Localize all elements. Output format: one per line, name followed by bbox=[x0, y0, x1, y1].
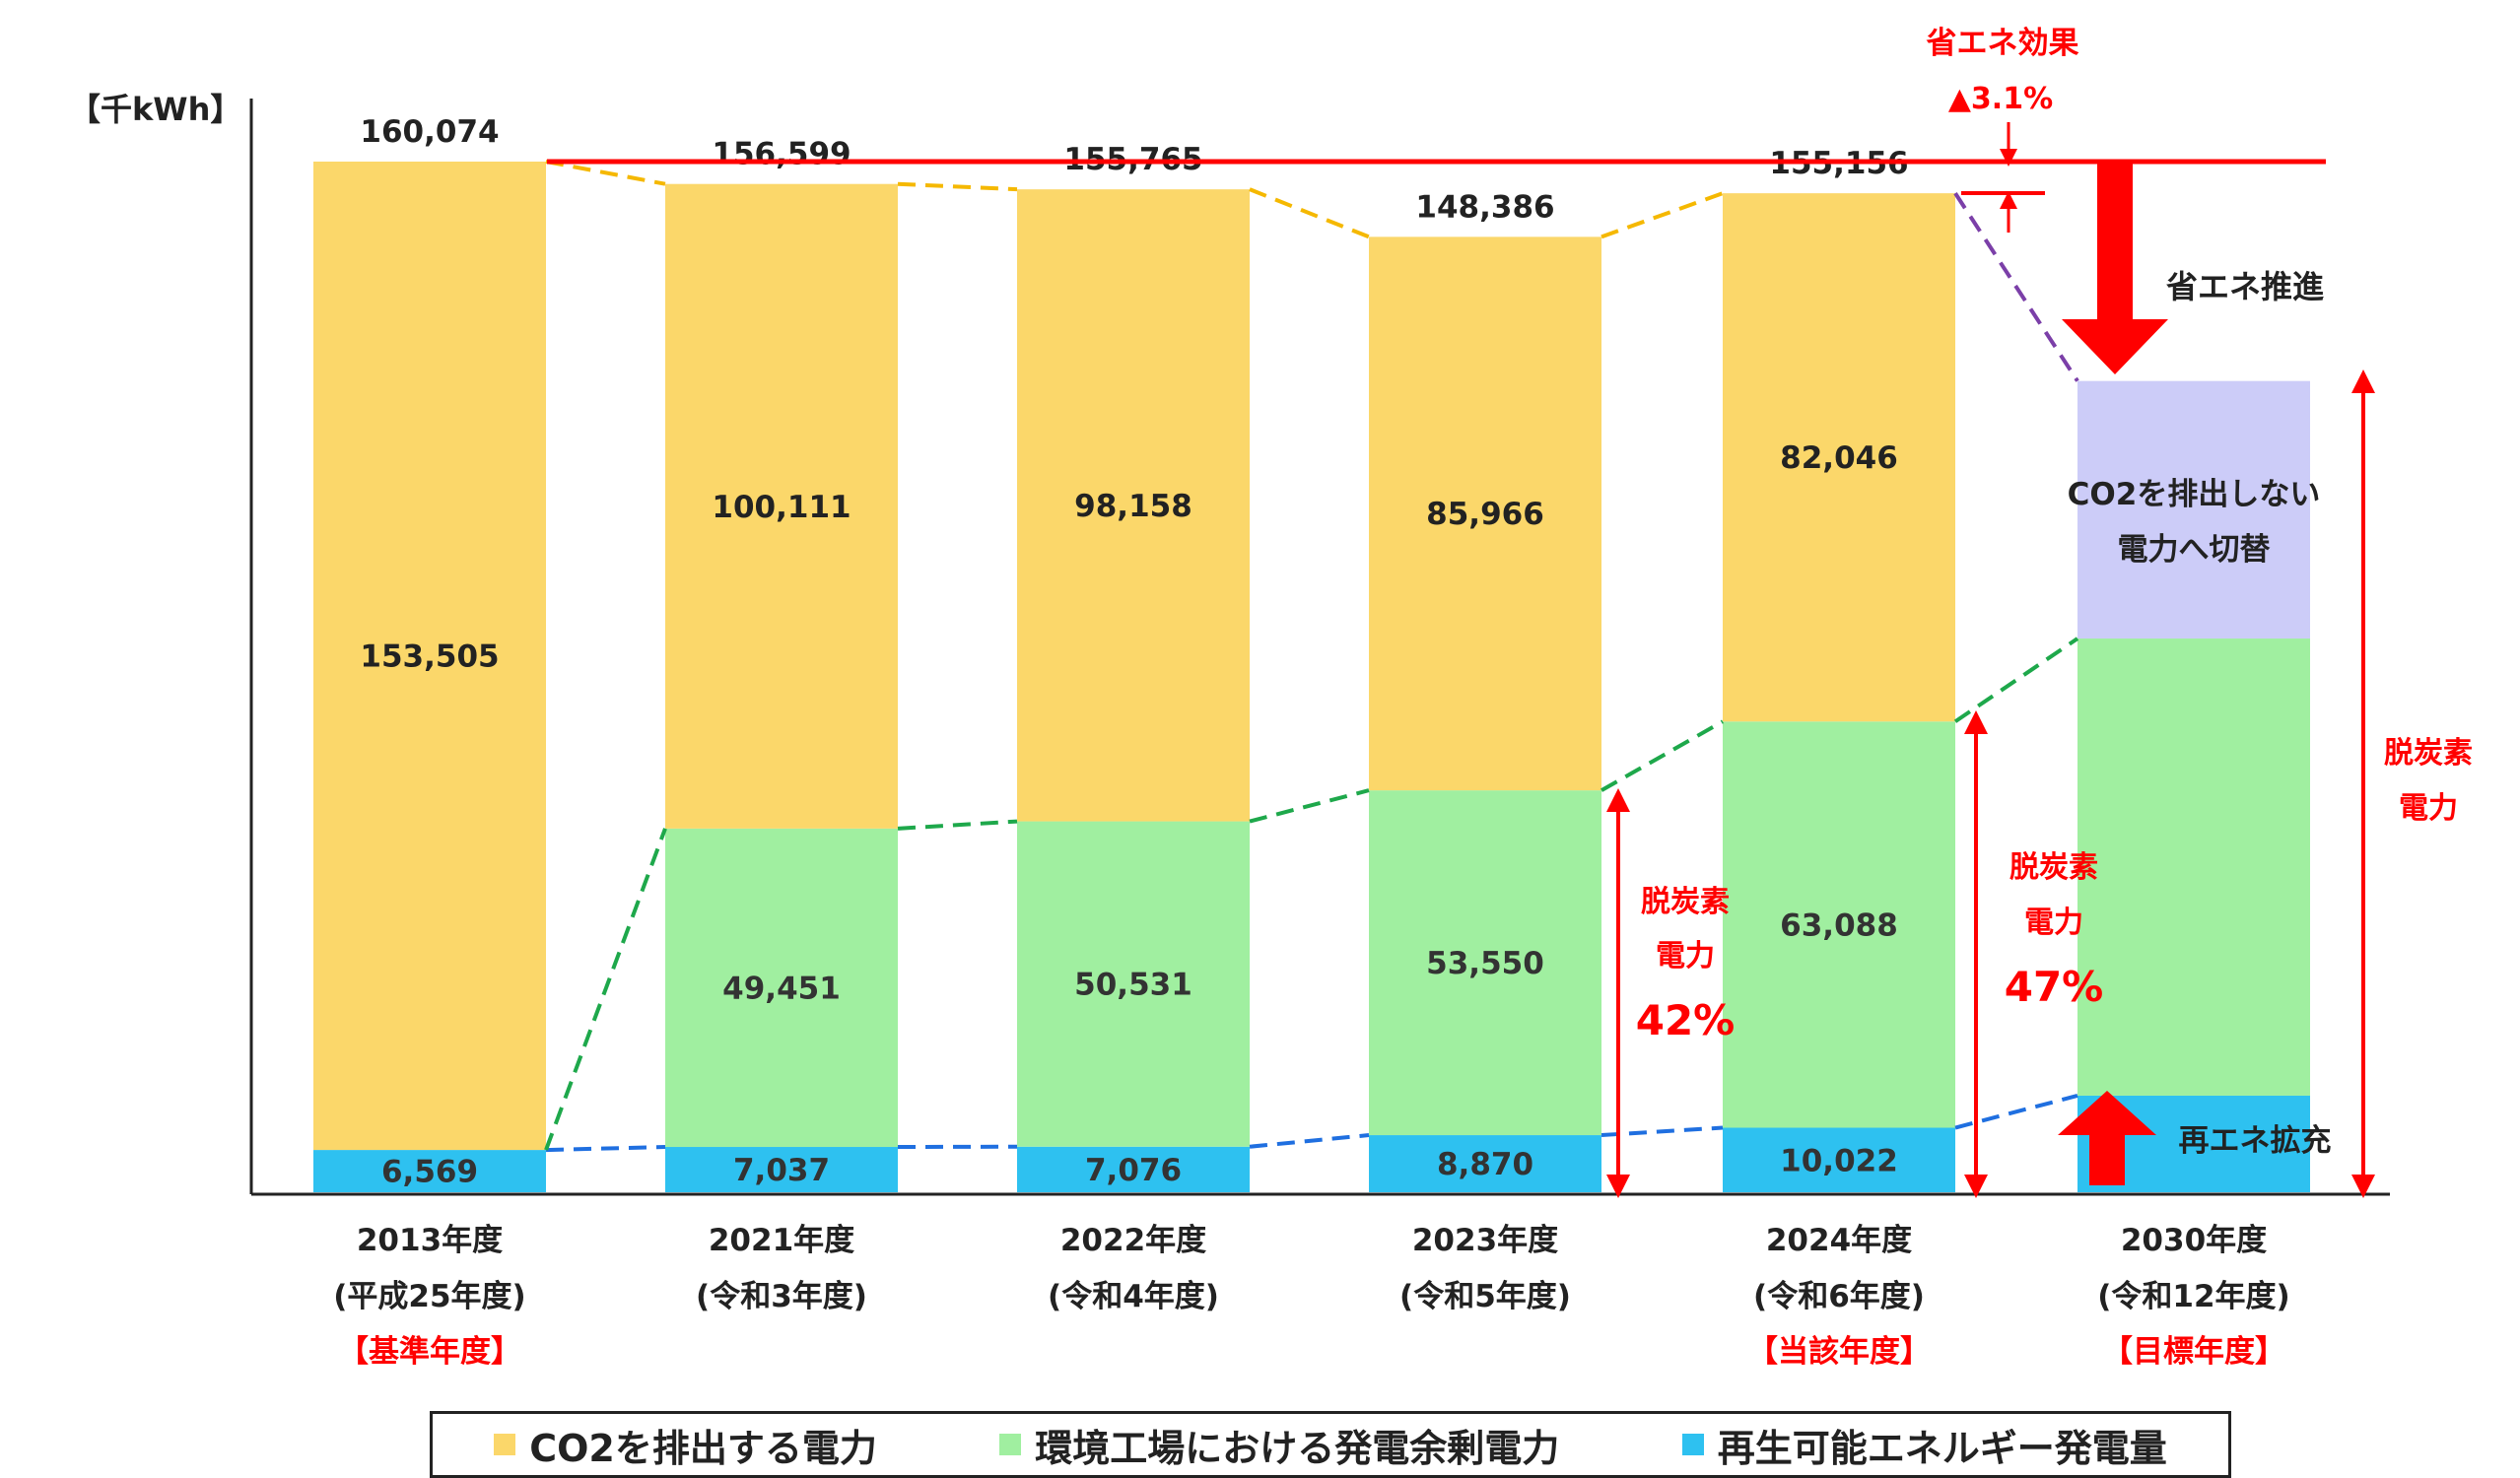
x-tick-year-0: 2013年度 bbox=[357, 1223, 503, 1258]
x-tick-tag-5: 【目標年度】 bbox=[2102, 1334, 2285, 1370]
value-label-renew-4: 10,022 bbox=[1780, 1143, 1898, 1178]
value-label-co2-2: 98,158 bbox=[1074, 489, 1192, 524]
x-tick-year-1: 2021年度 bbox=[709, 1223, 854, 1258]
connector-renew-0 bbox=[546, 1147, 665, 1150]
x-tick-year-2: 2022年度 bbox=[1060, 1223, 1206, 1258]
value-label-co2-4: 82,046 bbox=[1780, 440, 1898, 476]
x-tick-era-5: (令和12年度) bbox=[2097, 1279, 2289, 1314]
connector-top-1 bbox=[898, 184, 1017, 189]
switch-label-1: CO2を排出しない bbox=[2068, 477, 2321, 512]
connector-surplus-4 bbox=[1955, 638, 2077, 721]
value-label-co2-0: 153,505 bbox=[360, 639, 499, 675]
shoene-effect-value: ▲3.1% bbox=[1948, 82, 2053, 116]
connector-surplus-3 bbox=[1601, 721, 1723, 790]
x-tick-tag-0: 【基準年度】 bbox=[338, 1334, 521, 1370]
value-label-surplus-4: 63,088 bbox=[1780, 907, 1898, 943]
bar-surplus-5 bbox=[2077, 638, 2310, 1096]
decarb-2030-line2: 電力 bbox=[2399, 791, 2458, 826]
legend-swatch-renew bbox=[1682, 1434, 1704, 1455]
x-tick-era-3: (令和5年度) bbox=[1399, 1279, 1571, 1314]
legend-label-surplus: 環境工場における発電余剰電力 bbox=[1035, 1418, 1559, 1472]
connector-surplus-0 bbox=[546, 829, 665, 1150]
labels-group: 6,569 153,505 160,074 7,037 49,451 100,111 156… bbox=[333, 114, 2289, 1370]
shoene-effect-title: 省エネ効果 bbox=[1927, 26, 2079, 61]
legend-item-co2: CO2を排出する電力 bbox=[494, 1418, 877, 1472]
connector-renew-2 bbox=[1250, 1135, 1369, 1147]
switch-label-2: 電力へ切替 bbox=[2118, 532, 2271, 568]
decarb-2030-line1: 脱炭素 bbox=[2384, 736, 2473, 771]
decarb-2024-line2: 電力 bbox=[2024, 906, 2083, 940]
total-label-0: 160,074 bbox=[360, 114, 499, 150]
connector-surplus-1 bbox=[898, 822, 1017, 829]
legend-swatch-surplus bbox=[999, 1434, 1021, 1455]
value-label-surplus-3: 53,550 bbox=[1426, 946, 1544, 981]
legend-item-renew: 再生可能エネルギー発電量 bbox=[1682, 1418, 2167, 1472]
connector-top-2 bbox=[1250, 189, 1369, 236]
value-label-renew-2: 7,076 bbox=[1085, 1153, 1182, 1188]
x-tick-era-2: (令和4年度) bbox=[1048, 1279, 1219, 1314]
value-label-surplus-2: 50,531 bbox=[1074, 968, 1192, 1003]
bars-group bbox=[313, 162, 2310, 1192]
legend: CO2を排出する電力 環境工場における発電余剰電力 再生可能エネルギー発電量 bbox=[430, 1411, 2231, 1478]
value-label-surplus-1: 49,451 bbox=[722, 971, 841, 1006]
decarb-2024-line1: 脱炭素 bbox=[2009, 850, 2098, 885]
x-tick-year-3: 2023年度 bbox=[1412, 1223, 1558, 1258]
x-tick-era-1: (令和3年度) bbox=[696, 1279, 867, 1314]
connector-top-0 bbox=[546, 162, 665, 184]
value-label-renew-1: 7,037 bbox=[733, 1153, 830, 1188]
value-label-co2-3: 85,966 bbox=[1426, 497, 1544, 532]
x-tick-tag-4: 【当該年度】 bbox=[1747, 1334, 1931, 1370]
total-label-3: 148,386 bbox=[1415, 189, 1554, 225]
unit-label: 【千kWh】 bbox=[69, 91, 241, 128]
decarb-2023-line1: 脱炭素 bbox=[1641, 885, 1730, 919]
x-tick-era-0: (平成25年度) bbox=[333, 1279, 525, 1314]
shoene-promote-label: 省エネ推進 bbox=[2166, 268, 2324, 305]
x-tick-year-5: 2030年度 bbox=[2121, 1223, 2267, 1258]
renew-expand-label: 再エネ拡充 bbox=[2179, 1123, 2332, 1159]
connector-surplus-2 bbox=[1250, 790, 1369, 821]
x-tick-year-4: 2024年度 bbox=[1766, 1223, 1912, 1258]
legend-item-surplus: 環境工場における発電余剰電力 bbox=[999, 1418, 1559, 1472]
legend-swatch-co2 bbox=[494, 1434, 515, 1455]
decarb-2024-pct: 47% bbox=[2005, 963, 2104, 1011]
connector-top-3 bbox=[1601, 193, 1723, 236]
legend-label-co2: CO2を排出する電力 bbox=[529, 1418, 877, 1472]
total-label-1: 156,599 bbox=[712, 137, 851, 172]
connector-renew-4 bbox=[1955, 1096, 2077, 1128]
decarb-2023-line2: 電力 bbox=[1656, 939, 1715, 974]
value-label-co2-1: 100,111 bbox=[712, 490, 851, 525]
legend-label-renew: 再生可能エネルギー発電量 bbox=[1718, 1418, 2167, 1472]
shoene-promote-arrow bbox=[2062, 164, 2168, 374]
connector-top-4 bbox=[1955, 193, 2077, 381]
value-label-renew-0: 6,569 bbox=[381, 1155, 478, 1190]
decarb-2023-pct: 42% bbox=[1636, 996, 1736, 1044]
x-tick-era-4: (令和6年度) bbox=[1753, 1279, 1925, 1314]
value-label-renew-3: 8,870 bbox=[1437, 1147, 1533, 1182]
